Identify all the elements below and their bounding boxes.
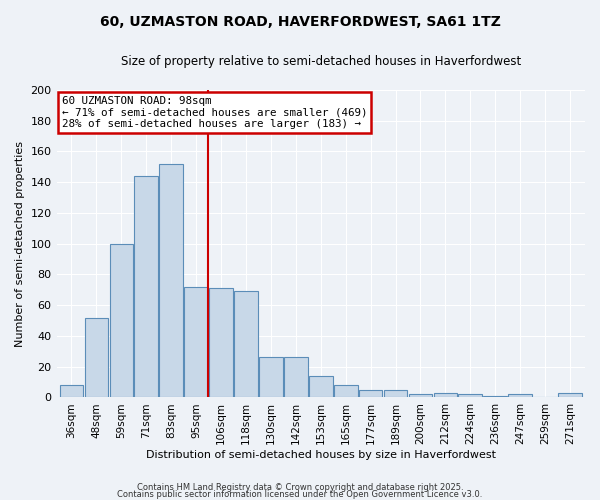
Bar (85, 318, 108, 398)
Bar (209, 288, 233, 398)
Bar (558, 393, 582, 398)
Bar (59, 385, 83, 398)
Bar (384, 390, 407, 398)
Bar (234, 292, 258, 398)
Bar (259, 358, 283, 398)
Bar (434, 393, 457, 398)
Bar (409, 394, 433, 398)
Y-axis label: Number of semi-detached properties: Number of semi-detached properties (15, 140, 25, 346)
Text: 60, UZMASTON ROAD, HAVERFORDWEST, SA61 1TZ: 60, UZMASTON ROAD, HAVERFORDWEST, SA61 1… (100, 15, 500, 29)
Bar (184, 287, 208, 398)
Bar (458, 394, 482, 398)
Text: Contains public sector information licensed under the Open Government Licence v3: Contains public sector information licen… (118, 490, 482, 499)
Text: 60 UZMASTON ROAD: 98sqm
← 71% of semi-detached houses are smaller (469)
28% of s: 60 UZMASTON ROAD: 98sqm ← 71% of semi-de… (62, 96, 367, 130)
Bar (334, 385, 358, 398)
Text: Contains HM Land Registry data © Crown copyright and database right 2025.: Contains HM Land Registry data © Crown c… (137, 484, 463, 492)
Bar (134, 176, 158, 398)
Bar (160, 164, 183, 398)
Title: Size of property relative to semi-detached houses in Haverfordwest: Size of property relative to semi-detach… (121, 55, 521, 68)
Bar (110, 244, 133, 398)
Bar (359, 390, 382, 398)
X-axis label: Distribution of semi-detached houses by size in Haverfordwest: Distribution of semi-detached houses by … (146, 450, 496, 460)
Bar (309, 376, 332, 398)
Bar (508, 394, 532, 398)
Bar (484, 396, 507, 398)
Bar (284, 358, 308, 398)
